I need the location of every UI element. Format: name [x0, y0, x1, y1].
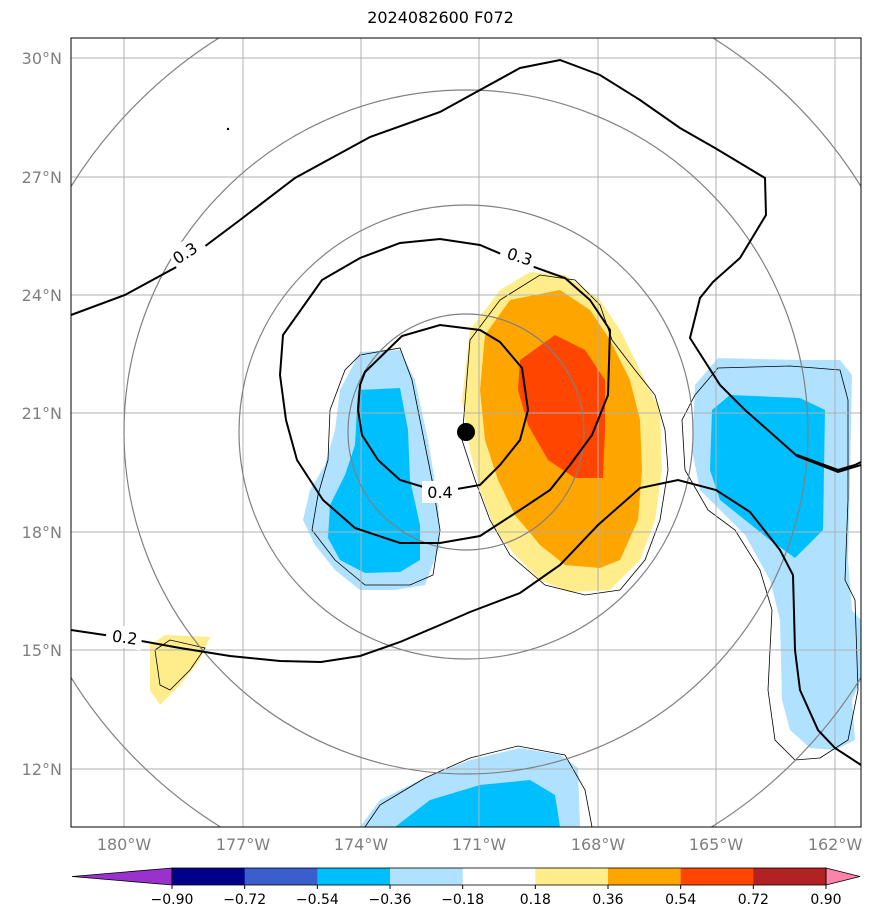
colorbar-segment — [172, 868, 246, 885]
map-plot-area: 0.3 0.3 0.4 0.2 — [71, 38, 861, 827]
station-dot — [226, 127, 230, 131]
contour-0.3-inner — [278, 237, 612, 544]
colorbar-extend-high — [825, 867, 861, 886]
colorbar-segment — [390, 868, 464, 885]
thin-contour-east-pos — [461, 274, 669, 596]
storm-center-marker — [457, 423, 475, 441]
colorbar-label: −0.72 — [223, 892, 266, 908]
lat-tick-label: 15°N — [22, 641, 62, 660]
blue-region-south — [395, 780, 560, 827]
blue-region-west — [328, 388, 420, 573]
range-rings — [71, 38, 861, 827]
range-ring-2 — [238, 204, 694, 660]
colorbar-segment — [608, 868, 682, 885]
lon-tick-label: 171°W — [452, 835, 507, 854]
colorbar-label: 0.72 — [738, 892, 769, 908]
contour-label: 0.4 — [427, 483, 452, 502]
contour-0.3-outer — [71, 58, 861, 474]
range-ring-3 — [123, 89, 809, 775]
colorbar-segment — [680, 868, 754, 885]
shaded-field-negative — [303, 350, 861, 827]
contour-label: 0.2 — [111, 626, 139, 648]
colorbar-segment — [535, 868, 609, 885]
colorbar-label: 0.18 — [520, 892, 551, 908]
contour-0.4 — [356, 323, 530, 494]
colorbar-segment — [244, 868, 318, 885]
contour-0.2 — [71, 478, 861, 766]
map-title: 2024082600 F072 — [367, 8, 514, 27]
lat-tick-label: 24°N — [22, 286, 62, 305]
thin-contour-east-neg — [681, 365, 859, 761]
colorbar-extend-low — [71, 867, 173, 886]
colorbar-label: 0.90 — [810, 892, 841, 908]
thin-contour-west-pos — [154, 639, 206, 691]
lon-tick-label: 168°W — [571, 835, 626, 854]
map-frame — [70, 37, 862, 828]
lon-axis: 180°W 177°W 174°W 171°W 168°W 165°W 162°… — [97, 835, 863, 854]
range-ring-1 — [347, 313, 585, 551]
lat-tick-label: 30°N — [22, 49, 62, 68]
colorbar-outline — [171, 867, 827, 886]
colorbar-label: 0.36 — [592, 892, 623, 908]
lon-tick-label: 180°W — [97, 835, 152, 854]
colorbar-label: −0.90 — [151, 892, 194, 908]
colorbar-label: −0.18 — [441, 892, 484, 908]
colorbar-label: −0.36 — [369, 892, 412, 908]
colorbar-label: 0.54 — [665, 892, 696, 908]
lat-tick-label: 21°N — [22, 404, 62, 423]
lon-tick-label: 177°W — [216, 835, 271, 854]
colorbar-segment — [753, 868, 827, 885]
colorbar-segment — [317, 868, 391, 885]
lat-tick-label: 27°N — [22, 168, 62, 187]
contour-label-group: 0.3 0.3 0.4 0.2 — [104, 232, 539, 651]
colorbar: −0.90 −0.72 −0.54 −0.36 −0.18 0.18 0.36 0.54 0.7… — [71, 867, 861, 908]
lat-tick-label: 12°N — [22, 760, 62, 779]
colorbar-segment — [462, 868, 536, 885]
lat-axis: 30°N 27°N 24°N 21°N 18°N 15°N 12°N — [22, 49, 62, 779]
blue-region-east — [710, 395, 825, 558]
thick-contours — [71, 58, 861, 766]
contour-0.3-south — [796, 454, 861, 472]
colorbar-label: −0.54 — [296, 892, 339, 908]
thin-contour-south-neg — [364, 745, 593, 827]
lon-tick-label: 165°W — [689, 835, 744, 854]
lon-tick-label: 174°W — [334, 835, 389, 854]
lat-tick-label: 18°N — [22, 523, 62, 542]
lon-tick-label: 162°W — [808, 835, 863, 854]
